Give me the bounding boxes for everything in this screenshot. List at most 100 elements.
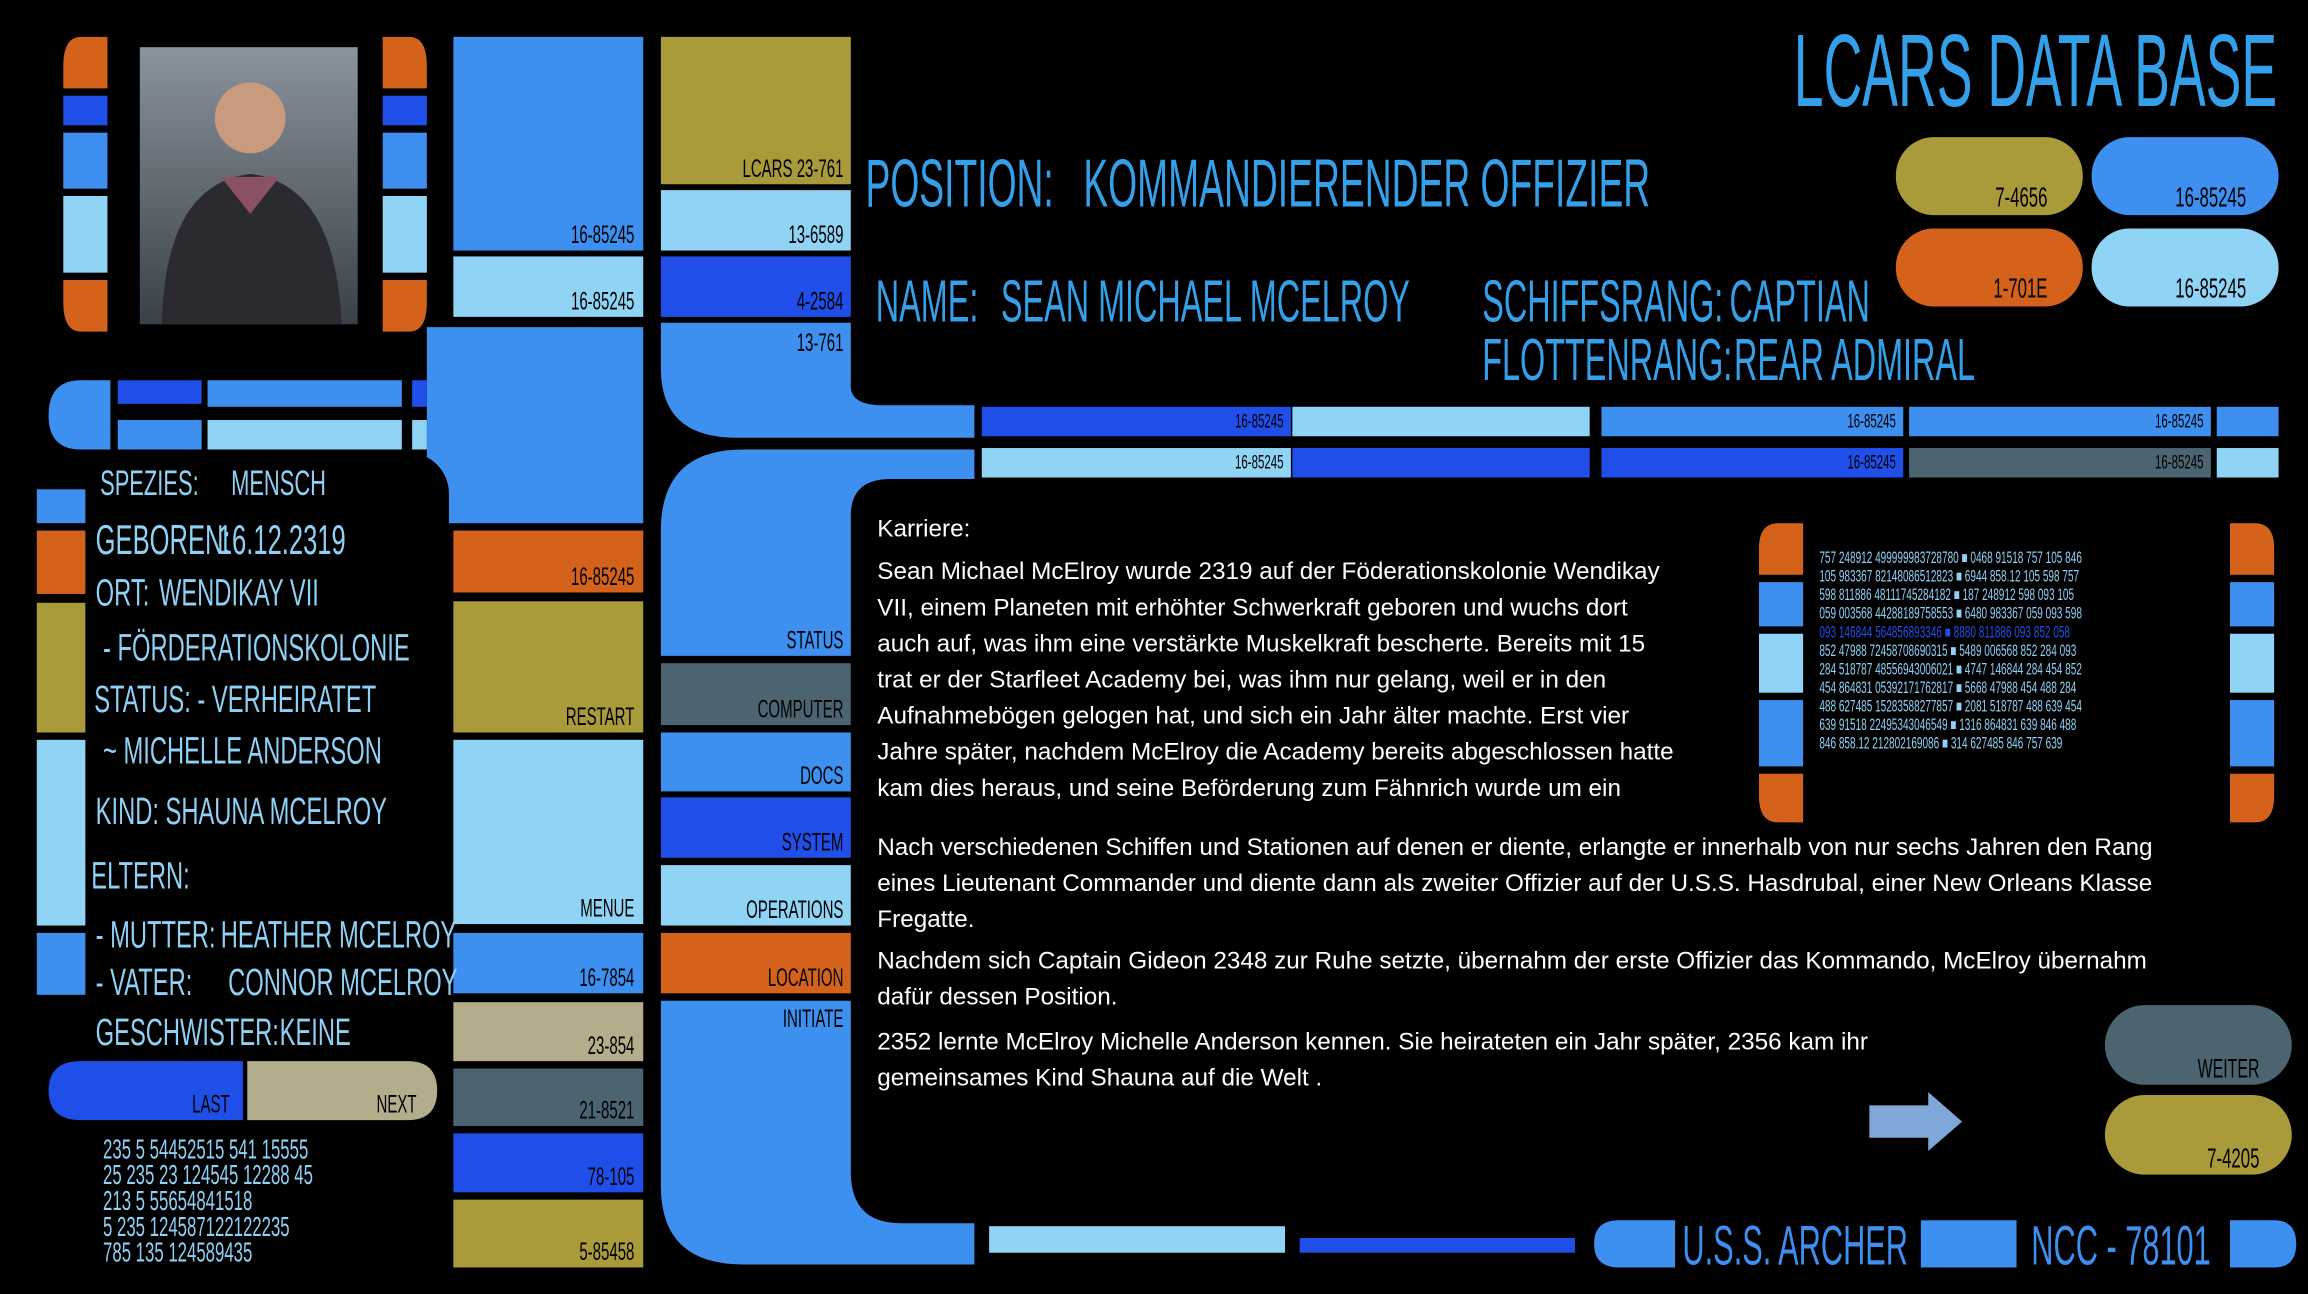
bar-label: 16-85245 [2155,412,2204,433]
button-label[interactable]: 16-85245 [571,221,634,249]
button-label[interactable]: 21-8521 [579,1097,634,1125]
panel-block [1758,582,1804,627]
body-text: Fregatte. [877,906,974,933]
grid-bracket [1758,523,1804,823]
column-button[interactable] [660,732,851,792]
panel-block [63,132,108,189]
column-button[interactable] [453,1068,644,1126]
column-button[interactable] [453,1199,644,1268]
photo-bracket [63,36,108,332]
portrait-body [161,173,342,325]
info-text: CONNOR MCELROY [228,960,457,1003]
pill-button[interactable] [2091,228,2279,307]
pill-button[interactable] [2104,1095,2292,1175]
body-text: kam dies heraus, und seine Beförderung z… [877,775,1621,802]
pill-button[interactable] [1895,137,2083,216]
page-title: LCARS DATA BASE [1794,14,2277,128]
grid-row: 105 983367 82148086512823 ■ 6944 858.12 … [1819,567,2079,585]
panel-block [2229,582,2275,627]
button-label[interactable]: 5-85458 [579,1238,634,1266]
button-label[interactable]: LOCATION [768,964,844,992]
field-value: REAR ADMIRAL [1734,328,1975,394]
grid-row: 488 627485 15283588277857 ■ 2081 518787 … [1819,697,2082,715]
column-button[interactable] [660,663,851,726]
grid-row: 093 146844 564856893346 ■ 8880 811886 09… [1819,623,2070,641]
field-label: POSITION: [866,144,1054,221]
button-label[interactable]: 13-761 [797,329,844,357]
button-label[interactable]: LAST [192,1091,230,1119]
column-button[interactable] [453,601,644,733]
button-label[interactable]: 13-6589 [788,221,843,249]
panel-block [412,380,427,407]
info-text: ORT: [96,571,150,614]
info-text: GEBOREN: [96,518,231,564]
bar-segment [2216,448,2279,478]
info-text: KIND: SHAUNA MCELROY [96,789,387,832]
bar-segment [1909,448,2211,478]
code-row: 213 5 55654841518 [103,1185,252,1217]
column-button[interactable] [660,190,851,251]
button-label[interactable]: OPERATIONS [746,896,843,924]
column-button[interactable] [660,865,851,926]
bar-segment [1292,406,1590,437]
button-label[interactable]: 16-85245 [571,563,634,591]
column-button[interactable] [660,256,851,317]
body-text: eines Lieutenant Commander und diente da… [877,870,2152,897]
button-label[interactable]: 16-85245 [571,288,634,316]
panel-block [1758,700,1804,767]
column-button[interactable] [660,36,851,185]
info-text: MENSCH [231,464,326,504]
bar-segment [981,448,1291,478]
column-button[interactable] [660,797,851,858]
pill-button[interactable] [1895,228,2083,307]
ship-registry: NCC - 78101 [2031,1214,2210,1277]
field-label: SCHIFFSRANG: [1482,269,1723,335]
button-label[interactable]: NEXT [377,1091,417,1119]
column-button[interactable] [453,1002,644,1062]
column-button[interactable] [453,36,644,251]
bar-segment [2216,406,2279,437]
column-button[interactable] [453,530,644,593]
grid-row: 757 248912 499999983728780 ■ 0468 91518 … [1819,549,2082,567]
info-text: SPEZIES: [100,464,199,504]
panel-block [1758,633,1804,693]
button-label[interactable]: STATUS [786,627,843,655]
button-label[interactable]: RESTART [566,703,635,731]
button-label[interactable]: WEITER [2198,1053,2260,1083]
code-row: 25 235 23 124545 12288 45 [103,1159,313,1191]
grid-row: 284 518787 48556943006021 ■ 4747 146844 … [1819,660,2082,678]
button-label[interactable]: 16-7854 [579,964,634,992]
button-label[interactable]: COMPUTER [758,696,844,724]
column-button[interactable] [453,1133,644,1193]
button-label[interactable]: 23-854 [588,1032,635,1060]
bar-segment [1292,448,1590,478]
body-text: VII, einem Planeten mit erhöhter Schwerk… [877,594,1628,621]
button-label[interactable]: 1-701E [1993,272,2047,304]
button-label[interactable]: INITIATE [783,1005,844,1033]
column-button[interactable] [660,932,851,994]
pill-button[interactable] [2091,137,2279,216]
column-button[interactable] [453,256,644,317]
body-text: dafür dessen Position. [877,983,1117,1010]
panel-block [36,489,86,524]
button-label[interactable]: LCARS 23-761 [742,155,843,183]
column-button[interactable] [453,739,644,925]
button-label[interactable]: 16-85245 [2175,272,2246,304]
button-label[interactable]: SYSTEM [782,829,844,857]
pill-button[interactable] [2104,1005,2292,1085]
button-label[interactable]: 7-4656 [1995,181,2047,213]
button-label[interactable]: DOCS [800,762,843,790]
body-text: auch auf, was ihm eine verstärkte Muskel… [877,630,1645,657]
button-label[interactable]: 4-2584 [797,288,844,316]
button-label[interactable]: MENUE [580,895,634,923]
panel-block [207,420,402,450]
body-text: 2352 lernte McElroy Michelle Anderson ke… [877,1028,1868,1055]
button-label[interactable]: 7-4205 [2207,1142,2259,1174]
body-text: Aufnahmebögen gelogen hat, und sich ein … [877,703,1629,730]
button-label[interactable]: 78-105 [588,1163,635,1191]
button-label[interactable]: 16-85245 [2175,181,2246,213]
arrow-icon [1869,1092,1963,1152]
column-button[interactable] [453,932,644,994]
bar-segment [1601,406,1904,437]
